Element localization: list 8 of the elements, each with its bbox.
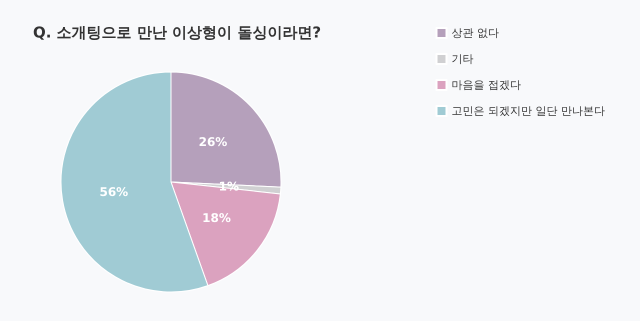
legend-label: 상관 없다	[452, 26, 500, 40]
legend-label: 고민은 되겠지만 일단 만나본다	[452, 104, 606, 118]
data-label: 18%	[202, 210, 231, 225]
data-label: 56%	[99, 184, 128, 199]
chart-title: Q. 소개팅으로 만난 이상형이 돌싱이라면?	[33, 24, 322, 42]
data-label: 26%	[198, 134, 228, 149]
legend-label: 마음을 접겠다	[452, 78, 522, 92]
legend-label: 기타	[452, 52, 474, 66]
